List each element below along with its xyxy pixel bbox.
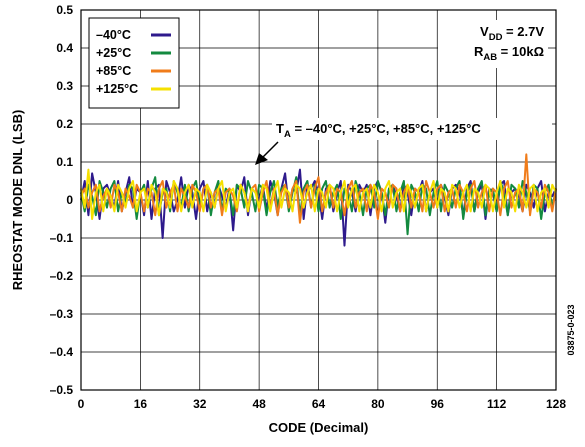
y-tick-label: 0.3 bbox=[56, 79, 73, 93]
legend-box bbox=[88, 17, 180, 109]
x-tick-label: 128 bbox=[546, 397, 566, 411]
rab-subscript: AB bbox=[483, 52, 497, 63]
y-tick-label: –0.5 bbox=[50, 383, 74, 397]
vdd-subscript: DD bbox=[489, 32, 503, 43]
plot-frame bbox=[80, 9, 557, 391]
y-tick-label: 0.5 bbox=[56, 3, 73, 17]
legend-label: +125°C bbox=[96, 82, 138, 96]
y-tick-label: 0.4 bbox=[56, 41, 73, 55]
conditions-box bbox=[438, 20, 548, 68]
x-tick-label: 96 bbox=[431, 397, 445, 411]
rab-value: = 10kΩ bbox=[497, 44, 544, 59]
y-tick-label: –0.2 bbox=[50, 269, 74, 283]
rab-condition: RAB = 10kΩ bbox=[474, 44, 544, 63]
x-tick-label: 0 bbox=[78, 397, 85, 411]
vdd-symbol: V bbox=[480, 24, 489, 39]
y-tick-label: –0.1 bbox=[50, 231, 74, 245]
x-tick-label: 32 bbox=[193, 397, 207, 411]
annotation-arrow-head bbox=[255, 153, 268, 165]
y-tick-label: 0.2 bbox=[56, 117, 73, 131]
y-tick-label: –0.4 bbox=[50, 345, 74, 359]
x-tick-labels: 0 16 32 48 64 80 96 112 128 bbox=[78, 397, 567, 411]
series-lines bbox=[80, 153, 557, 247]
temperature-label-box bbox=[272, 118, 552, 140]
temperature-annotation: TA = –40°C, +25°C, +85°C, +125°C bbox=[276, 121, 481, 140]
y-axis-title: RHEOSTAT MODE DNL (LSB) bbox=[10, 110, 25, 291]
legend-label: +25°C bbox=[96, 46, 131, 60]
x-tick-label: 112 bbox=[487, 397, 507, 411]
legend: –40°C +25°C +85°C +125°C bbox=[96, 28, 171, 96]
series-line bbox=[80, 153, 557, 224]
annotation-arrow-line bbox=[261, 141, 279, 159]
rab-symbol: R bbox=[474, 44, 484, 59]
ta-symbol: T bbox=[276, 121, 284, 136]
y-tick-labels: 0.5 0.4 0.3 0.2 0.1 0 –0.1 –0.2 –0.3 –0.4 –0.5 bbox=[50, 3, 74, 397]
ta-subscript: A bbox=[284, 129, 291, 140]
x-tick-label: 16 bbox=[134, 397, 148, 411]
legend-label: –40°C bbox=[96, 28, 131, 42]
y-tick-label: 0.1 bbox=[56, 155, 73, 169]
vdd-value: = 2.7V bbox=[502, 24, 544, 39]
x-tick-label: 64 bbox=[312, 397, 326, 411]
x-tick-label: 80 bbox=[371, 397, 385, 411]
y-tick-label: –0.3 bbox=[50, 307, 74, 321]
x-axis-title: CODE (Decimal) bbox=[269, 420, 369, 435]
figure-id: 03875-0-023 bbox=[566, 304, 576, 355]
grid bbox=[81, 10, 556, 390]
y-tick-label: 0 bbox=[66, 193, 73, 207]
ta-value: = –40°C, +25°C, +85°C, +125°C bbox=[291, 121, 482, 136]
vdd-condition: VDD = 2.7V bbox=[480, 24, 544, 43]
x-tick-label: 48 bbox=[252, 397, 266, 411]
legend-label: +85°C bbox=[96, 64, 131, 78]
series-line bbox=[80, 168, 557, 220]
